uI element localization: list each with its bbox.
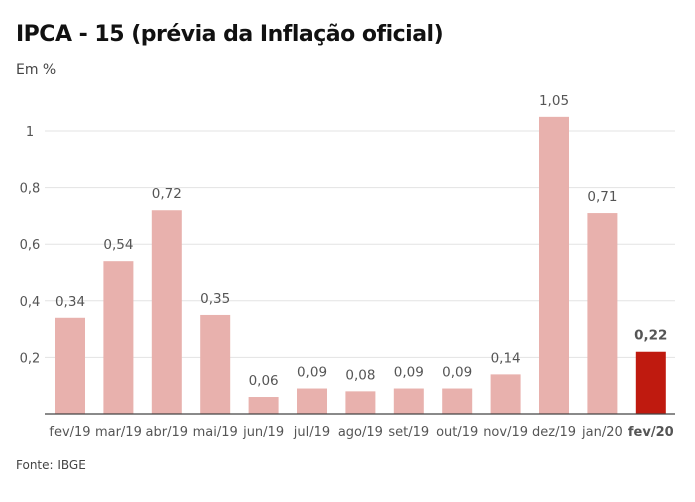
bar	[200, 314, 231, 414]
value-label: 0,71	[587, 189, 617, 205]
bar	[587, 213, 618, 414]
bar	[393, 388, 424, 414]
bar	[539, 116, 569, 414]
value-label: 1,05	[539, 93, 569, 109]
bar	[635, 351, 666, 414]
x-tick-label: mai/19	[193, 425, 238, 440]
y-tick-label: 1	[26, 125, 34, 140]
value-label: 0,08	[345, 367, 375, 383]
bar	[248, 397, 279, 414]
y-tick-label: 0,6	[20, 238, 41, 253]
x-tick-label: mar/19	[95, 425, 142, 440]
x-tick-label: jan/20	[581, 425, 623, 440]
chart-source: Fonte: IBGE	[16, 458, 86, 472]
bar	[55, 317, 85, 414]
value-label: 0,14	[491, 350, 521, 366]
value-label: 0,22	[634, 328, 667, 344]
x-tick-label: fev/20	[628, 425, 674, 440]
value-label: 0,09	[394, 365, 424, 381]
x-tick-label: jul/19	[293, 425, 330, 440]
bar	[151, 210, 182, 414]
x-tick-label: ago/19	[338, 425, 383, 440]
x-tick-label: set/19	[388, 425, 429, 440]
value-label: 0,72	[152, 186, 182, 202]
value-label: 0,54	[103, 237, 133, 253]
y-tick-label: 0,8	[20, 182, 41, 197]
value-label: 0,09	[297, 365, 327, 381]
value-label: 0,34	[55, 294, 85, 310]
x-tick-label: dez/19	[532, 425, 576, 440]
x-tick-label: nov/19	[483, 425, 528, 440]
value-label: 0,06	[249, 373, 279, 389]
chart-title: IPCA - 15 (prévia da Inflação oficial)	[16, 22, 444, 47]
value-label: 0,09	[442, 365, 472, 381]
bar	[442, 388, 473, 414]
bar	[103, 261, 134, 414]
x-tick-label: jun/19	[242, 425, 284, 440]
bar	[345, 391, 376, 414]
chart-subtitle: Em %	[16, 62, 57, 78]
y-tick-label: 0,4	[20, 295, 41, 310]
x-tick-label: fev/19	[49, 425, 90, 440]
y-tick-label: 0,2	[20, 351, 41, 366]
bar	[490, 374, 521, 414]
bar	[297, 388, 327, 414]
value-label: 0,35	[200, 291, 230, 307]
x-tick-label: abr/19	[146, 425, 189, 440]
x-tick-label: out/19	[436, 425, 478, 440]
